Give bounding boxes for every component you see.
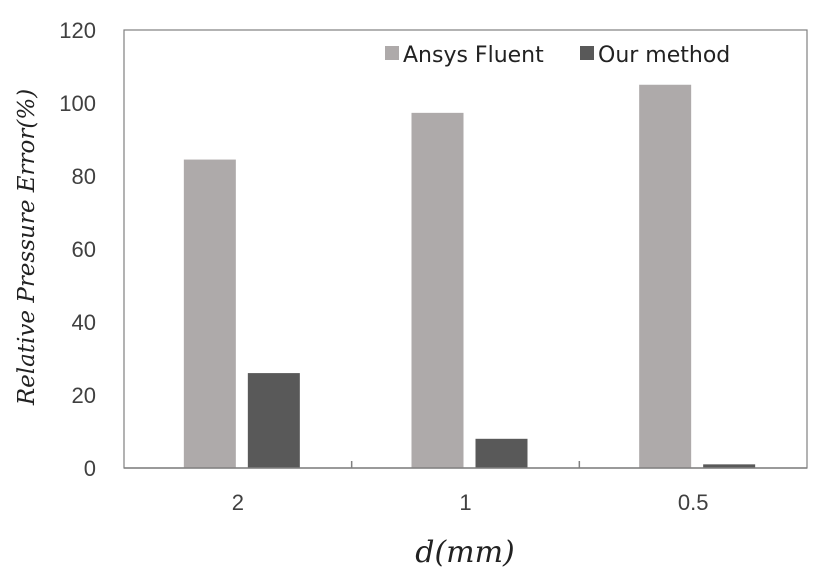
legend: Ansys Fluent Our method bbox=[385, 43, 730, 68]
x-tick-label: 1 bbox=[459, 490, 471, 515]
legend-label-ansys-fluent: Ansys Fluent bbox=[403, 43, 544, 68]
x-tick-labels: 2 1 0.5 bbox=[232, 490, 709, 515]
x-tick-label: 2 bbox=[232, 490, 244, 515]
bar-ansys-fluent-0 bbox=[183, 159, 236, 468]
y-tick-label: 20 bbox=[72, 383, 96, 408]
bar-ansys-fluent-2 bbox=[639, 84, 692, 468]
bar-our-method-2 bbox=[703, 464, 756, 468]
plot-area-frame bbox=[123, 29, 808, 469]
y-tick-label: 60 bbox=[72, 237, 96, 262]
legend-swatch-ansys-fluent bbox=[385, 46, 399, 60]
y-tick-labels: 0 20 40 60 80 100 120 bbox=[59, 18, 96, 481]
x-axis-title: d(mm) bbox=[415, 535, 515, 570]
y-tick-label: 100 bbox=[59, 91, 96, 116]
bar-our-method-0 bbox=[247, 373, 300, 468]
y-tick-label: 80 bbox=[72, 164, 96, 189]
bar-ansys-fluent-1 bbox=[411, 112, 464, 468]
x-tick-marks bbox=[350, 461, 581, 468]
legend-label-our-method: Our method bbox=[598, 43, 730, 68]
y-axis-title: Relative Pressure Error(%) bbox=[14, 89, 40, 406]
legend-swatch-our-method bbox=[580, 46, 594, 60]
bars-layer bbox=[183, 84, 756, 468]
y-tick-label: 40 bbox=[72, 310, 96, 335]
bar-our-method-1 bbox=[475, 438, 528, 468]
y-tick-label: 0 bbox=[84, 456, 96, 481]
x-tick-label: 0.5 bbox=[678, 490, 709, 515]
y-tick-label: 120 bbox=[59, 18, 96, 43]
